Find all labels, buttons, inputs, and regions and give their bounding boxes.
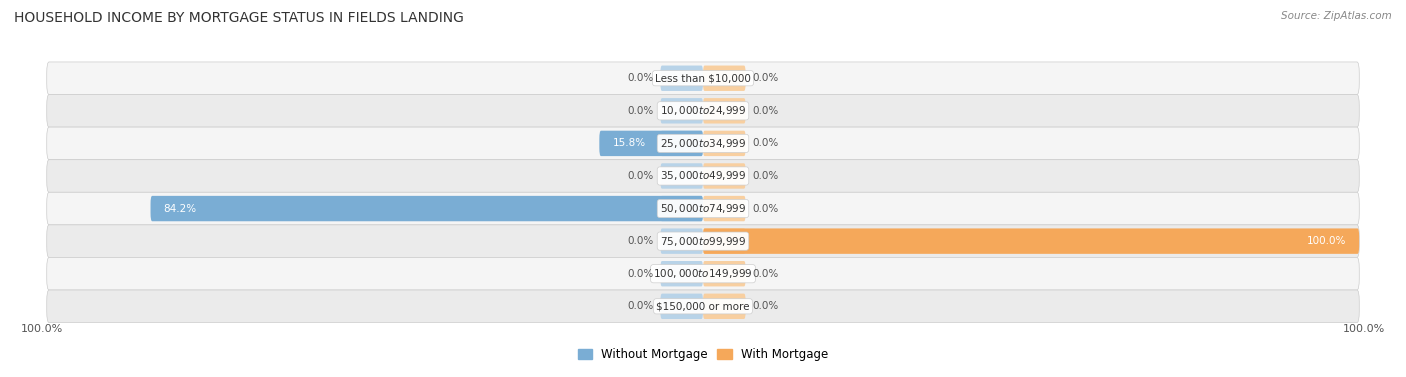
FancyBboxPatch shape <box>703 163 745 188</box>
Text: 0.0%: 0.0% <box>627 106 654 116</box>
Text: 0.0%: 0.0% <box>752 301 779 311</box>
Text: 0.0%: 0.0% <box>752 106 779 116</box>
FancyBboxPatch shape <box>703 261 745 287</box>
Text: 0.0%: 0.0% <box>752 204 779 213</box>
FancyBboxPatch shape <box>703 131 745 156</box>
Text: 100.0%: 100.0% <box>1306 236 1346 246</box>
FancyBboxPatch shape <box>661 131 703 156</box>
Text: $35,000 to $49,999: $35,000 to $49,999 <box>659 170 747 182</box>
Text: 15.8%: 15.8% <box>613 138 645 149</box>
FancyBboxPatch shape <box>703 228 745 254</box>
Text: $150,000 or more: $150,000 or more <box>657 301 749 311</box>
Text: $50,000 to $74,999: $50,000 to $74,999 <box>659 202 747 215</box>
Text: 100.0%: 100.0% <box>21 324 63 334</box>
FancyBboxPatch shape <box>703 66 745 91</box>
Text: 0.0%: 0.0% <box>627 171 654 181</box>
Text: 0.0%: 0.0% <box>752 138 779 149</box>
FancyBboxPatch shape <box>46 257 1360 290</box>
FancyBboxPatch shape <box>703 98 745 124</box>
Text: $75,000 to $99,999: $75,000 to $99,999 <box>659 234 747 248</box>
Text: Source: ZipAtlas.com: Source: ZipAtlas.com <box>1281 11 1392 21</box>
Text: 0.0%: 0.0% <box>752 171 779 181</box>
Text: 0.0%: 0.0% <box>752 73 779 83</box>
FancyBboxPatch shape <box>46 127 1360 160</box>
Text: HOUSEHOLD INCOME BY MORTGAGE STATUS IN FIELDS LANDING: HOUSEHOLD INCOME BY MORTGAGE STATUS IN F… <box>14 11 464 25</box>
Text: 0.0%: 0.0% <box>627 269 654 279</box>
FancyBboxPatch shape <box>46 95 1360 127</box>
FancyBboxPatch shape <box>661 228 703 254</box>
Legend: Without Mortgage, With Mortgage: Without Mortgage, With Mortgage <box>574 343 832 366</box>
Text: 84.2%: 84.2% <box>163 204 197 213</box>
Text: $100,000 to $149,999: $100,000 to $149,999 <box>654 267 752 280</box>
FancyBboxPatch shape <box>46 225 1360 257</box>
FancyBboxPatch shape <box>661 261 703 287</box>
FancyBboxPatch shape <box>661 98 703 124</box>
FancyBboxPatch shape <box>46 192 1360 225</box>
FancyBboxPatch shape <box>599 131 703 156</box>
Text: $25,000 to $34,999: $25,000 to $34,999 <box>659 137 747 150</box>
Text: 0.0%: 0.0% <box>627 301 654 311</box>
Text: 0.0%: 0.0% <box>627 236 654 246</box>
Text: 0.0%: 0.0% <box>752 269 779 279</box>
Text: Less than $10,000: Less than $10,000 <box>655 73 751 83</box>
FancyBboxPatch shape <box>46 290 1360 323</box>
FancyBboxPatch shape <box>661 196 703 221</box>
FancyBboxPatch shape <box>661 294 703 319</box>
Text: $10,000 to $24,999: $10,000 to $24,999 <box>659 104 747 117</box>
FancyBboxPatch shape <box>46 160 1360 192</box>
FancyBboxPatch shape <box>150 196 703 221</box>
Text: 100.0%: 100.0% <box>1343 324 1385 334</box>
FancyBboxPatch shape <box>703 294 745 319</box>
Text: 0.0%: 0.0% <box>627 73 654 83</box>
FancyBboxPatch shape <box>703 228 1360 254</box>
FancyBboxPatch shape <box>46 62 1360 95</box>
FancyBboxPatch shape <box>703 196 745 221</box>
FancyBboxPatch shape <box>661 163 703 188</box>
FancyBboxPatch shape <box>661 66 703 91</box>
